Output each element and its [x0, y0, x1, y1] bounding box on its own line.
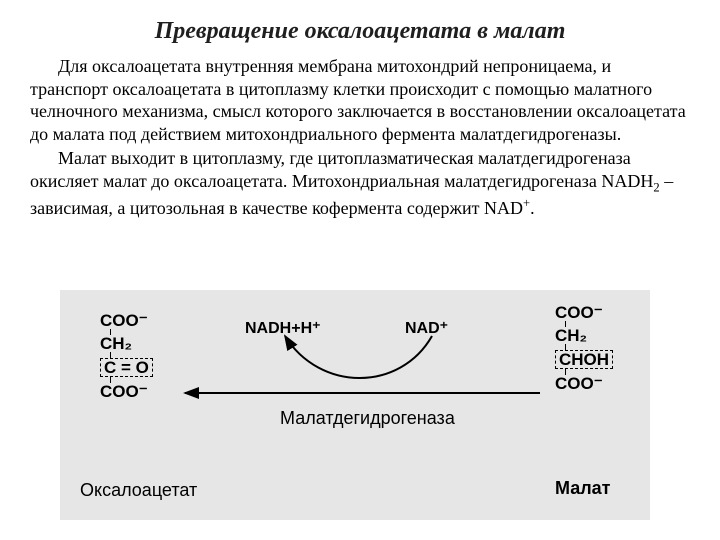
reaction-arrows — [0, 0, 720, 540]
slide-root: Превращение оксалоацетата в малат Для ок… — [0, 0, 720, 540]
cofactor-arc-icon — [285, 336, 432, 378]
